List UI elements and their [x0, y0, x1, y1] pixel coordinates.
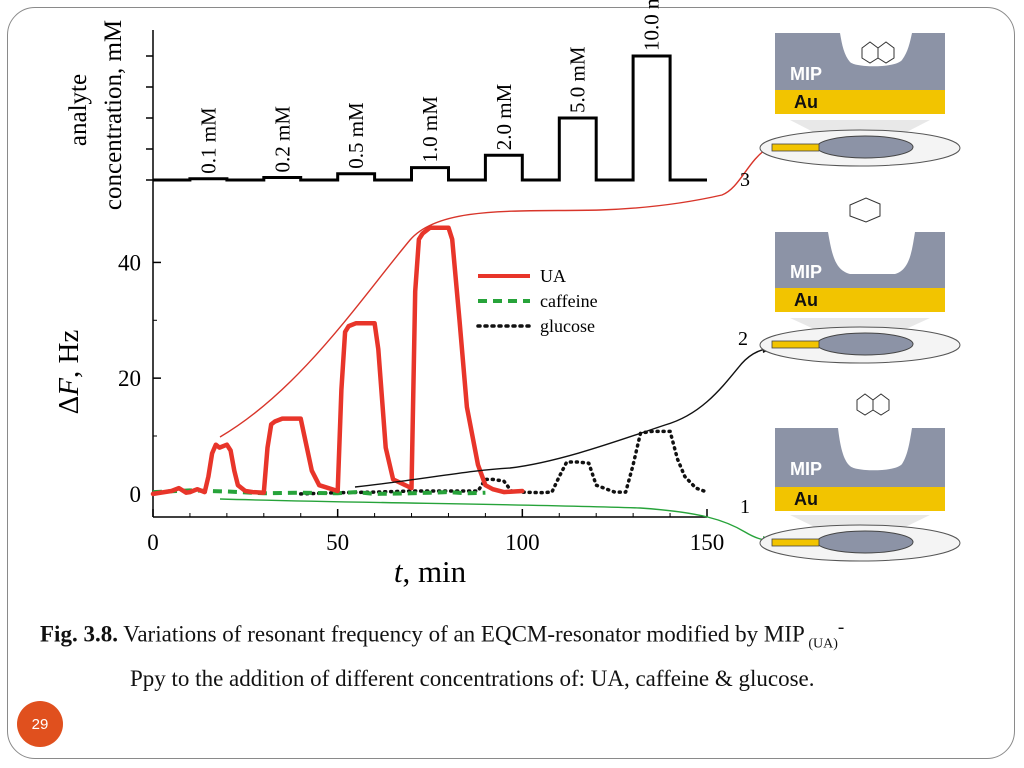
frequency-plot-y-label: ΔF, Hz [53, 330, 85, 415]
series-line-glucose [298, 429, 709, 496]
gold-layer [775, 90, 945, 114]
frequency-plot-x-label: t, min [394, 554, 467, 589]
caption-text-1: Variations of resonant frequency of an E… [117, 621, 805, 647]
y-label-italic: F [53, 378, 85, 397]
electrode-lead [771, 538, 820, 547]
au-label: Au [794, 290, 818, 310]
gold-layer [775, 288, 945, 312]
curve-label-3: 3 [740, 169, 750, 191]
series-layer [150, 225, 709, 497]
concentration-label: 1.0 mM [418, 96, 442, 163]
concentration-label: 2.0 mM [492, 83, 516, 150]
y-tick-label: 0 [130, 482, 142, 507]
caption-subscript: (UA) [804, 636, 838, 652]
mip-layer [775, 428, 945, 487]
y-axis-ticks: 0 20 40 [118, 250, 161, 507]
mip-label: MIP [790, 262, 822, 282]
mip-schematic-caffeine: MIP Au [759, 393, 961, 562]
legend-label-glucose: glucose [540, 316, 595, 336]
mip-schematic-uric-acid: MIP Au [759, 33, 961, 167]
x-tick-label: 50 [326, 530, 349, 555]
x-tick-label: 100 [505, 530, 540, 555]
legend-label-caffeine: caffeine [540, 291, 598, 311]
y-tick-label: 40 [118, 250, 141, 275]
connector-arrow-3 [219, 147, 769, 438]
caffeine-molecule-icon [856, 393, 890, 416]
figure: 0.1 mM 0.2 mM 0.5 mM 1.0 mM 2.0 mM 5.0 mM 10.0… [53, 0, 961, 589]
electrode-spot [816, 332, 914, 356]
electrode-spot [816, 135, 914, 159]
uric-acid-molecule-icon [861, 41, 895, 64]
au-label: Au [794, 92, 818, 112]
electrode-lead [771, 340, 820, 349]
figure-label: Fig. 3.8. [40, 621, 118, 647]
series-line-UA [150, 225, 525, 497]
concentration-label: 5.0 mM [566, 46, 590, 113]
y-label-delta: Δ [53, 396, 85, 415]
mip-layer [775, 232, 945, 288]
y-tick-label: 20 [118, 366, 141, 391]
mip-layer [775, 33, 945, 90]
concentration-labels: 0.1 mM 0.2 mM 0.5 mM 1.0 mM 2.0 mM 5.0 mM 10.0… [196, 0, 663, 174]
mip-label: MIP [790, 459, 822, 479]
concentration-step-line [153, 54, 707, 182]
caption-superscript: - [837, 617, 845, 638]
concentration-label: 0.2 mM [270, 106, 294, 173]
mip-schematic-glucose: MIP Au [759, 197, 961, 364]
curve-label-2: 2 [738, 328, 748, 350]
concentration-label: 10.0 mM [640, 0, 664, 51]
gold-layer [775, 487, 945, 511]
concentration-plot: 0.1 mM 0.2 mM 0.5 mM 1.0 mM 2.0 mM 5.0 mM 10.0… [65, 0, 707, 210]
glucose-molecule-icon [849, 197, 881, 223]
concentration-label: 0.1 mM [196, 107, 220, 174]
curve-label-1: 1 [740, 496, 750, 518]
electrode-lead [771, 143, 820, 152]
au-label: Au [794, 489, 818, 509]
x-axis-ticks: 0 50 100 150 [147, 509, 724, 555]
series-line-caffeine [152, 488, 486, 496]
top-plot-y-label-line1: analyte [65, 74, 92, 146]
page-number-badge: 29 [17, 701, 63, 747]
concentration-label: 0.5 mM [344, 102, 368, 169]
legend: UA caffeine glucose [476, 266, 598, 336]
connector-arrow-1 [219, 498, 772, 542]
mip-label: MIP [790, 64, 822, 84]
top-plot-ticks [146, 55, 153, 181]
y-label-rest: , Hz [53, 330, 85, 378]
figure-caption-line2: Ppy to the addition of different concent… [130, 666, 815, 691]
x-tick-label: 150 [690, 530, 725, 555]
x-label-rest: , min [402, 554, 466, 589]
figure-caption-line1: Fig. 3.8. Variations of resonant frequen… [40, 617, 1015, 652]
electrode-spot [816, 530, 914, 554]
x-label-italic: t [394, 554, 404, 589]
connector-arrow-2 [354, 347, 771, 488]
x-tick-label: 0 [147, 530, 159, 555]
legend-label-ua: UA [540, 266, 566, 286]
top-plot-y-label-line2: concentration, mM [100, 20, 127, 210]
